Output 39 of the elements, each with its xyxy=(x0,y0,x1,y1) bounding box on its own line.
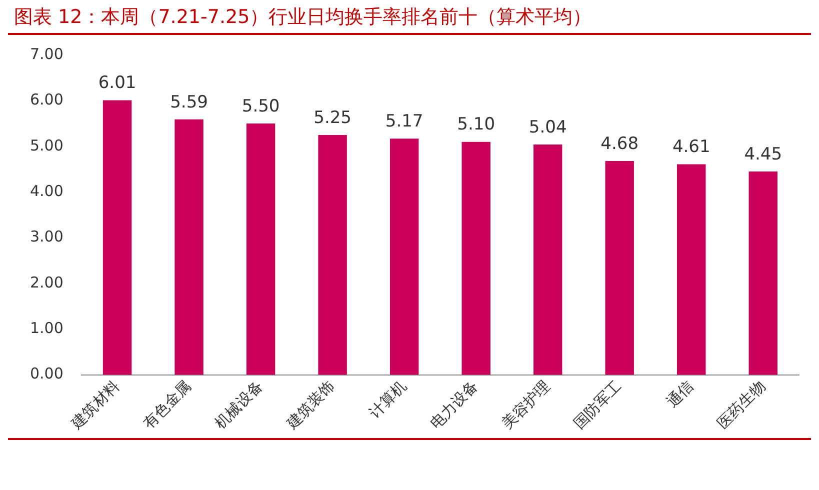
data-label: 5.50 xyxy=(242,96,280,116)
y-tick-label: 5.00 xyxy=(30,136,64,154)
data-label: 4.68 xyxy=(600,134,639,154)
data-label: 5.17 xyxy=(385,112,424,132)
x-tick-label: 国防军工 xyxy=(570,377,626,432)
x-tick-label: 通信 xyxy=(663,377,697,411)
x-tick-label: 美容护理 xyxy=(498,377,554,432)
bar xyxy=(390,138,419,375)
x-tick-label: 机械设备 xyxy=(211,377,266,432)
x-tick-label: 电力设备 xyxy=(426,377,482,432)
x-tick-label: 建筑装饰 xyxy=(282,377,338,433)
y-tick-label: 7.00 xyxy=(30,44,64,63)
y-tick-label: 2.00 xyxy=(30,273,64,292)
bar xyxy=(462,142,490,375)
bar xyxy=(318,134,347,375)
data-label: 6.01 xyxy=(98,73,136,94)
bar xyxy=(102,100,132,375)
data-label: 4.45 xyxy=(744,144,782,164)
data-label: 5.59 xyxy=(170,92,208,112)
x-tick-label: 有色金属 xyxy=(139,377,195,432)
data-label: 5.10 xyxy=(457,114,496,135)
x-tick-label: 计算机 xyxy=(365,377,410,422)
chart-title: 图表 12：本周（7.21-7.25）行业日均换手率排名前十（算术平均） xyxy=(14,5,592,30)
y-tick-label: 6.00 xyxy=(30,90,64,109)
bar xyxy=(174,119,204,375)
y-tick-label: 4.00 xyxy=(30,182,64,200)
bar xyxy=(605,161,634,375)
x-tick-label: 建筑材料 xyxy=(66,377,123,433)
bar xyxy=(677,164,706,375)
data-label: 4.61 xyxy=(672,137,710,158)
data-label: 5.25 xyxy=(314,108,352,128)
x-tick-label: 医药生物 xyxy=(714,377,769,432)
bar xyxy=(533,144,562,375)
y-tick-label: 0.00 xyxy=(30,364,64,383)
y-tick-label: 1.00 xyxy=(30,319,64,338)
data-label: 5.04 xyxy=(528,117,567,138)
bar xyxy=(246,124,276,375)
y-tick-label: 3.00 xyxy=(30,228,64,246)
bar xyxy=(748,172,778,375)
